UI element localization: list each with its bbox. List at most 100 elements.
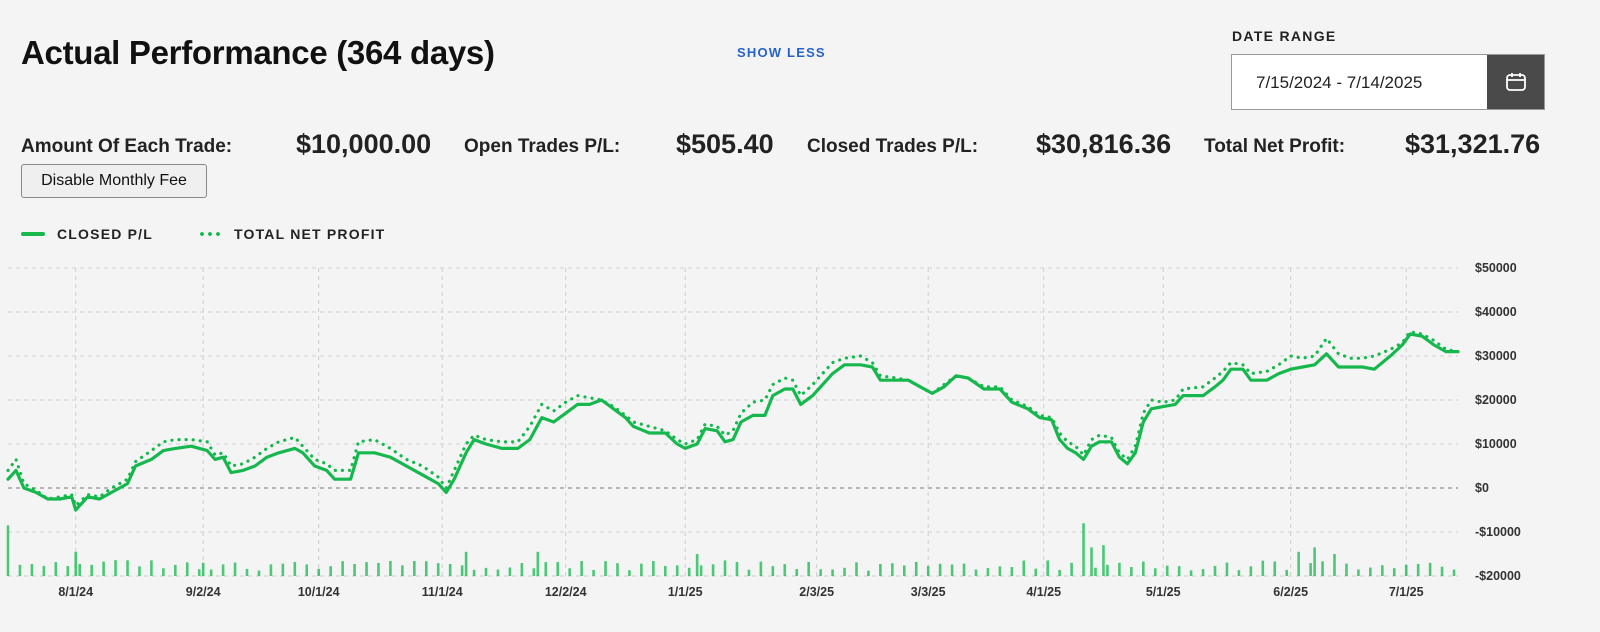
date-range-label: DATE RANGE xyxy=(1232,28,1337,44)
disable-monthly-fee-button[interactable]: Disable Monthly Fee xyxy=(21,164,207,198)
closed-pl-line xyxy=(6,332,1460,512)
volume-bar xyxy=(496,569,500,576)
net-profit-label: Total Net Profit: xyxy=(1204,136,1346,157)
y-tick-label: -$10000 xyxy=(1475,525,1521,539)
volume-bar xyxy=(401,565,404,576)
show-less-link[interactable]: SHOW LESS xyxy=(737,45,826,60)
volume-bar xyxy=(675,565,679,576)
volume-bar xyxy=(201,562,205,576)
volume-bar xyxy=(640,563,643,576)
volume-bar xyxy=(508,567,512,576)
closed-trades-value: $30,816.36 xyxy=(1036,129,1172,159)
x-tick-label: 3/3/25 xyxy=(911,585,946,599)
volume-bar xyxy=(1309,563,1312,576)
volume-bar xyxy=(1428,562,1432,576)
volume-bar xyxy=(221,564,225,576)
volume-bar xyxy=(711,564,715,576)
volume-bar xyxy=(723,560,727,576)
volume-bar xyxy=(6,525,10,576)
volume-bar xyxy=(759,561,763,576)
volume-bar xyxy=(771,566,775,576)
volume-bar xyxy=(1046,560,1049,576)
calendar-icon xyxy=(1505,73,1526,91)
volume-bar xyxy=(1345,563,1348,576)
volume-bar xyxy=(233,562,237,576)
volume-bar xyxy=(604,561,607,576)
amount-value: $10,000.00 xyxy=(296,129,432,159)
volume-bar xyxy=(1369,567,1372,576)
x-tick-label: 9/2/24 xyxy=(186,585,221,599)
volume-bar xyxy=(1102,545,1105,576)
date-range-picker[interactable]: 7/15/2024 - 7/14/2025 xyxy=(1231,54,1545,110)
volume-bar xyxy=(448,563,452,576)
volume-bar xyxy=(329,566,332,576)
volume-bar xyxy=(962,563,966,576)
date-range-value[interactable]: 7/15/2024 - 7/14/2025 xyxy=(1256,73,1423,92)
volume-bar xyxy=(126,560,129,576)
dotted-line-swatch xyxy=(198,232,222,236)
total-net-profit-line xyxy=(6,330,1460,508)
legend-label: TOTAL NET PROFIT xyxy=(234,226,386,242)
volume-bar xyxy=(568,568,571,576)
volume-bar xyxy=(520,563,524,576)
volume-bar xyxy=(1201,569,1205,576)
volume-bar xyxy=(1273,561,1277,576)
x-tick-label: 4/1/25 xyxy=(1026,585,1061,599)
open-trades-value: $505.40 xyxy=(676,129,774,159)
volume-bar xyxy=(257,570,261,576)
volume-bar xyxy=(1142,561,1145,576)
x-tick-label: 11/1/24 xyxy=(422,585,463,599)
legend-item-closed[interactable]: CLOSED P/L xyxy=(21,226,153,242)
volume-bar xyxy=(580,561,583,576)
volume-bar xyxy=(747,569,751,576)
volume-bar xyxy=(150,560,153,576)
volume-bar xyxy=(1022,560,1026,576)
net-profit-value: $31,321.76 xyxy=(1405,129,1541,159)
volume-bar xyxy=(74,551,78,576)
calendar-button[interactable] xyxy=(1487,55,1544,109)
volume-bar xyxy=(532,568,536,576)
volume-bar xyxy=(1094,567,1097,576)
solid-line-swatch xyxy=(21,232,45,236)
volume-bar xyxy=(1404,564,1408,576)
y-tick-label: -$20000 xyxy=(1475,569,1521,583)
volume-bar xyxy=(162,568,165,576)
x-tick-label: 2/3/25 xyxy=(799,585,834,599)
volume-bar xyxy=(66,566,70,576)
volume-bar xyxy=(938,563,942,576)
volume-bar xyxy=(544,562,548,576)
volume-bar xyxy=(185,562,189,576)
volume-bar xyxy=(1090,547,1093,576)
volume-bar xyxy=(1452,569,1456,576)
volume-bar xyxy=(305,564,309,576)
volume-bar xyxy=(819,569,822,576)
y-tick-label: $30000 xyxy=(1475,349,1517,363)
volume-bar xyxy=(867,570,870,576)
volume-bar xyxy=(998,566,1002,576)
legend-item-net[interactable]: TOTAL NET PROFIT xyxy=(198,226,385,242)
volume-bar xyxy=(174,564,177,576)
volume-bar xyxy=(1313,547,1316,576)
volume-bar xyxy=(484,567,488,576)
volume-bar xyxy=(536,551,540,576)
volume-bar xyxy=(855,562,858,576)
x-tick-label: 7/1/25 xyxy=(1389,585,1424,599)
volume-bar xyxy=(54,562,58,576)
volume-bar xyxy=(30,564,34,576)
volume-bar xyxy=(1213,565,1217,576)
volume-bar xyxy=(102,561,105,576)
volume-bar xyxy=(389,560,392,576)
volume-bar xyxy=(831,569,834,576)
x-tick-label: 5/1/25 xyxy=(1146,585,1181,599)
volume-bar xyxy=(464,551,468,576)
volume-bar xyxy=(460,565,464,576)
volume-bar xyxy=(245,568,249,576)
x-tick-label: 8/1/24 xyxy=(58,585,93,599)
volume-bar xyxy=(616,563,619,576)
volume-bar xyxy=(1249,566,1253,576)
volume-bar xyxy=(902,565,906,576)
volume-bar xyxy=(926,566,930,576)
volume-bar xyxy=(974,569,978,576)
volume-bar xyxy=(1416,563,1420,576)
y-tick-label: $50000 xyxy=(1475,261,1517,275)
